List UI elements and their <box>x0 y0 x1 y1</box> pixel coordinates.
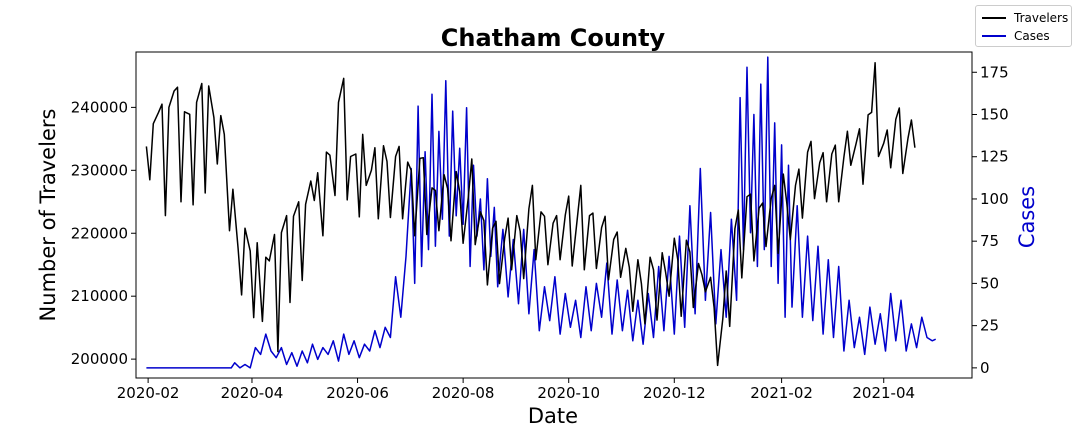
y-tick-label: 210000 <box>71 287 128 305</box>
y2-tick-label: 125 <box>980 148 1009 166</box>
legend-item-travelers: Travelers <box>982 10 1068 26</box>
y-tick-label: 240000 <box>71 98 128 116</box>
legend-label-cases: Cases <box>1014 29 1050 43</box>
x-tick-label: 2020-12 <box>643 384 706 402</box>
series-line-travelers <box>145 61 916 367</box>
x-tick-label: 2021-02 <box>750 384 813 402</box>
y-axis-left: 200000 210000 220000 230000 240000 <box>71 98 136 368</box>
x-tick-label: 2020-04 <box>221 384 284 402</box>
chart-title: Chatham County <box>441 24 666 52</box>
x-tick-label: 2020-06 <box>326 384 389 402</box>
y2-axis-label: Cases <box>1015 186 1039 248</box>
y2-tick-label: 0 <box>980 359 990 377</box>
x-axis-label: Date <box>528 404 578 428</box>
x-tick-label: 2021-04 <box>852 384 915 402</box>
plot-frame <box>135 51 973 379</box>
legend: Travelers Cases <box>975 5 1072 47</box>
y2-tick-label: 100 <box>980 190 1009 208</box>
x-tick-label: 2020-08 <box>432 384 495 402</box>
series-line-cases <box>146 56 937 369</box>
y2-tick-label: 175 <box>980 63 1009 81</box>
y2-tick-label: 25 <box>980 317 999 335</box>
series-layer <box>145 56 937 369</box>
legend-swatch-travelers <box>982 17 1006 19</box>
legend-swatch-cases <box>982 35 1006 37</box>
x-axis: 2020-02 2020-04 2020-06 2020-08 2020-10 2020-… <box>117 378 915 402</box>
y-axis-right: 0 25 50 75 100 125 150 175 <box>972 63 1009 377</box>
x-tick-label: 2020-02 <box>117 384 180 402</box>
y-tick-label: 230000 <box>71 161 128 179</box>
y2-tick-label: 75 <box>980 232 999 250</box>
y-tick-label: 200000 <box>71 350 128 368</box>
y-tick-label: 220000 <box>71 224 128 242</box>
y-axis-label: Number of Travelers <box>36 109 60 322</box>
y2-tick-label: 150 <box>980 105 1009 123</box>
legend-label-travelers: Travelers <box>1014 11 1069 25</box>
legend-item-cases: Cases <box>982 28 1050 44</box>
y2-tick-label: 50 <box>980 274 999 292</box>
x-tick-label: 2020-10 <box>537 384 600 402</box>
